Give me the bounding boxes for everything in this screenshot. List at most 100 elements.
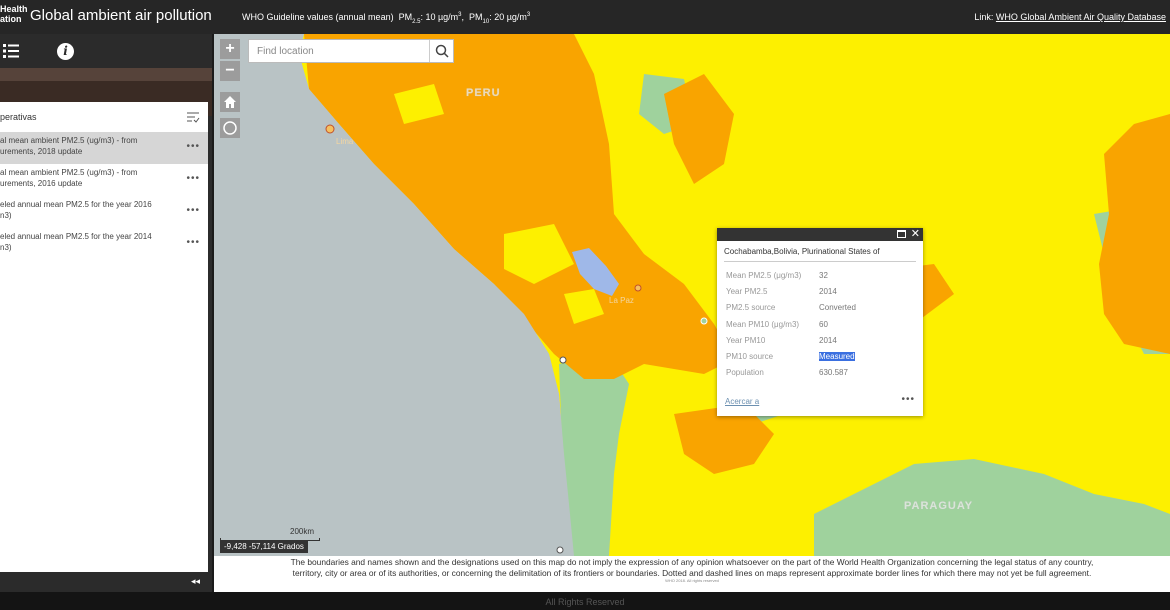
popup-more-icon[interactable]: ••• [901, 394, 915, 405]
pm25-value: : 10 µg/m [420, 12, 459, 22]
layer-item[interactable]: al mean ambient PM2.5 (ug/m3) - from urem… [0, 164, 208, 196]
marker-lima [325, 124, 335, 134]
marker-arica [559, 356, 567, 364]
zoom-out-button[interactable]: − [220, 61, 240, 81]
land-yellow-patch-3 [394, 84, 444, 124]
land-orange-east [1099, 114, 1170, 354]
label-la-paz: La Paz [609, 296, 634, 305]
filter-list-icon[interactable] [186, 110, 200, 124]
label-peru: PERU [466, 87, 501, 99]
land-yellow-patch-2 [564, 289, 604, 324]
marker-cochabamba [700, 317, 708, 325]
lake-titicaca [572, 248, 619, 296]
popup-titlebar: ✕ [717, 228, 923, 241]
land-green-paraguay [814, 459, 1170, 556]
logo-line-1: Health [0, 4, 28, 14]
link-prefix: Link: [974, 12, 994, 22]
guideline-values: WHO Guideline values (annual mean) PM2.5… [242, 12, 531, 25]
maximize-icon[interactable] [897, 230, 906, 238]
pm25-label: PM [398, 12, 413, 22]
attribute-value: 32 [819, 271, 828, 280]
attribute-key: Year PM2.5 [726, 287, 768, 297]
database-link[interactable]: WHO Global Ambient Air Quality Database [995, 12, 1166, 22]
app-header: Health ation Global ambient air pollutio… [0, 0, 1170, 34]
popup-attribute-row: Year PM10 2014 [726, 333, 916, 349]
attribute-key: Population [726, 368, 764, 378]
marker-la-paz [634, 284, 642, 292]
popup-attribute-row: Mean PM2.5 (μg/m3) 32 [726, 268, 916, 284]
layer-options-icon[interactable]: ••• [186, 173, 200, 184]
layer-header: perativas [0, 110, 208, 126]
attribute-key: Year PM10 [726, 335, 766, 345]
collapse-panel-icon[interactable]: ◂◂ [190, 576, 200, 586]
layer-item[interactable]: al mean ambient PM2.5 (ug/m3) - from urem… [0, 132, 208, 164]
layer-list: al mean ambient PM2.5 (ug/m3) - from urem… [0, 132, 208, 260]
disclaimer-copyright: WHO 2018. All rights reserved [665, 578, 719, 583]
feature-popup: ✕ Cochabamba,Bolivia, Plurinational Stat… [717, 228, 923, 416]
layer-options-icon[interactable]: ••• [186, 237, 200, 248]
search-input[interactable] [249, 40, 431, 62]
attribute-value: Measured [819, 351, 855, 361]
home-icon [224, 96, 236, 108]
scale-text: 200km [290, 527, 315, 536]
attribute-value: 60 [819, 319, 828, 329]
zoom-to-link[interactable]: Acercar a [725, 397, 760, 406]
layer-item[interactable]: eled annual mean PM2.5 for the year 2016… [0, 196, 208, 228]
search-box [248, 39, 454, 63]
logo-line-2: ation [0, 14, 22, 24]
label-paraguay: PARAGUAY [904, 500, 974, 512]
layer-item-title: al mean ambient PM2.5 (ug/m3) - from [0, 136, 138, 145]
popup-attribute-row: PM2.5 source Converted [726, 300, 916, 316]
layer-item[interactable]: eled annual mean PM2.5 for the year 2014… [0, 228, 208, 260]
land-orange-center [664, 74, 734, 184]
attribute-value: 630.587 [819, 368, 848, 378]
popup-title: Cochabamba,Bolivia, Plurinational States… [724, 247, 880, 256]
layer-options-icon[interactable]: ••• [186, 205, 200, 216]
layer-panel: perativas al mean ambient PM2.5 (ug/m3) … [0, 102, 208, 572]
attribute-value: 2014 [819, 335, 837, 345]
pm10-value: : 20 µg/m [489, 12, 527, 22]
scale-line [220, 538, 320, 541]
guideline-prefix: WHO Guideline values (annual mean) [242, 12, 394, 22]
pollution-map-layer [214, 34, 1170, 556]
locate-icon [223, 121, 237, 135]
label-lima: Lima [336, 137, 354, 146]
scale-bar: 200km [220, 527, 320, 547]
panel-footer: ◂◂ [0, 572, 212, 592]
pm10-label: PM [469, 12, 483, 22]
layer-options-icon[interactable]: ••• [186, 141, 200, 152]
footer-text: All Rights Reserved [545, 597, 625, 607]
layer-item-subtitle: urements, 2018 update [0, 147, 83, 156]
pm25-sub: 2.5 [412, 18, 421, 25]
attribute-value: 2014 [819, 287, 837, 297]
database-link-container: Link: WHO Global Ambient Air Quality Dat… [974, 12, 1166, 22]
home-button[interactable] [220, 92, 240, 112]
layer-item-title: eled annual mean PM2.5 for the year 2014 [0, 232, 152, 241]
attribute-key: Mean PM2.5 (μg/m3) [726, 271, 802, 280]
pm25-sup: 3 [458, 12, 462, 18]
popup-divider [724, 261, 916, 262]
search-icon [435, 44, 449, 58]
panel-toolbar: i [0, 34, 212, 68]
popup-attribute-row: PM10 source Measured [726, 349, 916, 365]
marker-south [556, 546, 564, 554]
page-footer: All Rights Reserved [0, 592, 1170, 610]
layer-list-icon[interactable] [2, 42, 20, 60]
layer-item-title: eled annual mean PM2.5 for the year 2016 [0, 200, 152, 209]
zoom-in-button[interactable]: + [220, 39, 240, 59]
coordinate-readout: -9,428 -57,114 Grados [220, 541, 308, 553]
close-icon[interactable]: ✕ [910, 228, 920, 240]
layer-item-subtitle: n3) [0, 243, 12, 252]
attribute-value: Converted [819, 303, 856, 313]
info-icon[interactable]: i [57, 43, 74, 60]
locate-button[interactable] [220, 118, 240, 138]
popup-attribute-table: Mean PM2.5 (μg/m3) 32 Year PM2.5 2014 PM2.5 … [726, 268, 916, 381]
search-button[interactable] [429, 40, 453, 62]
popup-attribute-row: Population 630.587 [726, 365, 916, 381]
attribute-key: PM2.5 source [726, 303, 776, 313]
land-green-chile [559, 354, 629, 556]
map-view[interactable]: + − PERU PARAGUAY La Paz Lima 200km -9,4… [214, 34, 1170, 556]
pm10-sub: 10 [482, 18, 490, 25]
app-title: Global ambient air pollution [30, 7, 212, 24]
popup-attribute-row: Mean PM10 (μg/m3) 60 [726, 317, 916, 333]
